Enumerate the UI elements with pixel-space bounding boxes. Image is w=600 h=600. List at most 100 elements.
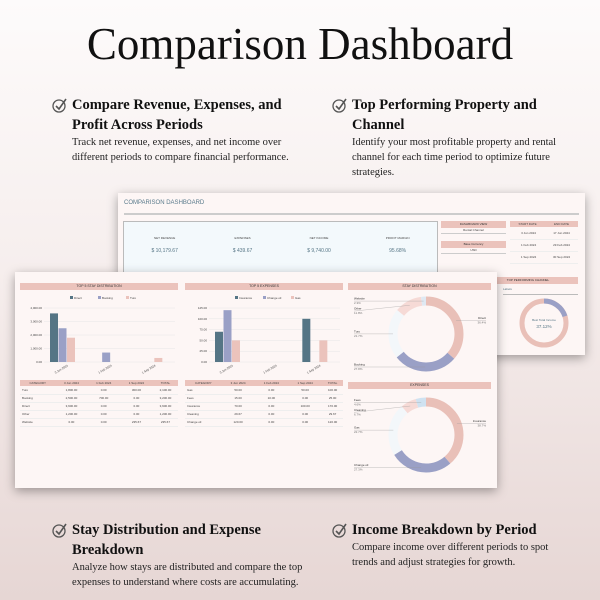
table-cell: 0.00: [254, 410, 289, 419]
table-cell: 70.00: [221, 402, 255, 411]
y-tick-label: 3,000.00: [30, 320, 42, 324]
slice-value: 27.8%: [354, 367, 363, 371]
column-header: 1 Sep 2024: [119, 380, 153, 386]
bar-direct: [50, 313, 58, 362]
feature-stay-distribution: Stay Distribution and Expense Breakdown …: [52, 520, 332, 590]
column-header: 1 Sep 2024: [288, 380, 323, 386]
donut-slice: [388, 397, 464, 473]
table-cell: 700.00: [87, 394, 120, 403]
legend-swatch: [291, 296, 294, 299]
table-cell: 2,100.00: [152, 386, 178, 395]
table-cell: 25.00: [322, 394, 343, 403]
slice-value: 22.7%: [354, 430, 363, 434]
table-cell: 100.00: [288, 402, 323, 411]
bar-insurance: [215, 331, 223, 362]
table-cell: 0.00: [87, 410, 120, 419]
table-cell: 29.67: [322, 410, 343, 419]
dashboard-view-select[interactable]: Rental Channel: [441, 228, 506, 234]
y-tick-label: 100.00: [198, 317, 208, 321]
feature-income-breakdown: Income Breakdown by Period Compare incom…: [332, 520, 572, 570]
column-header: 1 Feb 2024: [254, 380, 289, 386]
table-cell: 1,800.00: [55, 386, 88, 395]
slice-label: Direct: [478, 316, 486, 320]
panel-header: EXPENSES: [348, 382, 491, 389]
y-tick-label: 25.00: [199, 349, 207, 353]
y-tick-label: 2,000.00: [30, 333, 42, 337]
channel-header: TOP PERFORMING CHANNEL: [478, 277, 578, 284]
table-cell: 3,600.00: [55, 402, 88, 411]
bar-turo: [67, 337, 75, 362]
feature-top-performing: Top Performing Property and Channel Iden…: [332, 95, 562, 180]
y-tick-label: 0.00: [36, 360, 42, 364]
slice-label: Booking: [354, 362, 365, 366]
dashboard-view-label: DASHBOARD VIEW: [441, 221, 506, 228]
expenses-bar-chart: Insurance Change oil Gas 0.00 25.00 50.00 75.0…: [198, 296, 340, 375]
page-title: Comparison Dashboard: [86, 19, 514, 69]
slice-label: Other: [354, 307, 362, 311]
base-currency-select[interactable]: USD: [441, 248, 506, 254]
kpi-box: NET REVENUE $ 10,179.67 EXPENSES $ 439.67 …: [123, 221, 438, 273]
table-cell: 3,200.00: [152, 394, 178, 403]
x-tick-label: 3 Jun 2024: [219, 364, 234, 375]
table-row: Cleaning 29.67 0.00 0.00 29.67: [185, 410, 343, 419]
table-cell: Insurance: [185, 402, 222, 411]
table-cell: 0.00: [254, 386, 289, 395]
panel-header: TOP 5 EXPENSES: [185, 283, 343, 290]
legend-swatch: [70, 296, 73, 299]
slice-value: 38.7%: [477, 424, 486, 428]
table-cell: Booking: [20, 394, 56, 403]
donut-slice: [388, 296, 464, 372]
table-cell: 300.00: [119, 386, 153, 395]
table-row: Insurance 70.00 0.00 100.00 170.00: [185, 402, 343, 411]
check-circle-icon: [52, 98, 67, 113]
table-cell: 2,500.00: [55, 394, 88, 403]
table-cell: 170.00: [322, 402, 343, 411]
svg-text:37.12%: 37.12%: [536, 324, 551, 329]
legend-label: Gas: [295, 296, 301, 300]
column-header: 1 Feb 2024: [87, 380, 120, 386]
x-tick-label: 1 Sep 2024: [141, 363, 157, 374]
table-cell: 0.00: [119, 402, 153, 411]
slice-value: 6.7%: [354, 412, 361, 416]
table-cell: 0.00: [288, 418, 323, 427]
table-cell: 0.00: [254, 418, 289, 427]
table-cell: Fees: [185, 394, 222, 403]
table-cell: 0.00: [55, 418, 88, 427]
check-circle-icon: [52, 523, 67, 538]
slice-value: 11.8%: [354, 311, 363, 315]
check-circle-icon: [332, 98, 347, 113]
table-cell: 0.00: [119, 394, 153, 403]
leader-line: [353, 305, 410, 312]
legend-label: Booking: [102, 296, 113, 300]
table-cell: 3,600.00: [152, 402, 178, 411]
x-tick-label: 1 Sep 2024: [306, 363, 322, 374]
slice-value: 2.3%: [354, 301, 361, 305]
dashboard-title: COMPARISON DASHBOARD: [124, 200, 205, 206]
legend-swatch: [98, 296, 101, 299]
channel-tab[interactable]: Labels: [503, 287, 512, 291]
slice-label: Gas: [354, 426, 360, 430]
table-cell: 29.67: [221, 410, 255, 419]
y-tick-label: 0.00: [201, 360, 207, 364]
column-header: CATEGORY: [20, 380, 56, 386]
column-header: 3 Jun 2024: [221, 380, 255, 386]
y-tick-label: 75.00: [199, 328, 207, 332]
table-cell: 15.00: [221, 394, 255, 403]
table-row: Booking 2,500.00 700.00 0.00 3,200.00: [20, 394, 178, 403]
expenses-table: CATEGORY 3 Jun 2024 1 Feb 2024 1 Sep 2024 TO…: [185, 380, 343, 427]
table-cell: 50.00: [221, 386, 255, 395]
slice-value: 36.4%: [477, 320, 486, 324]
donut-slice: [388, 397, 464, 473]
legend-swatch: [235, 296, 238, 299]
table-cell: 235.67: [119, 418, 153, 427]
kpi-expenses: EXPENSES $ 439.67: [232, 236, 253, 254]
table-cell: 0.00: [288, 394, 323, 403]
stay-bar-chart: Direct Booking Turo 0.00 1,000.00 2,000.00 3,0…: [30, 296, 175, 375]
column-header: 3 Jun 2024: [55, 380, 88, 386]
date-row: 1 Feb 2024 29 Feb 2024: [510, 239, 578, 252]
donut-slice: [388, 296, 464, 372]
x-tick-label: 3 Jun 2024: [54, 364, 69, 375]
slice-value: 21.7%: [354, 334, 363, 338]
bar-insurance: [302, 318, 311, 362]
